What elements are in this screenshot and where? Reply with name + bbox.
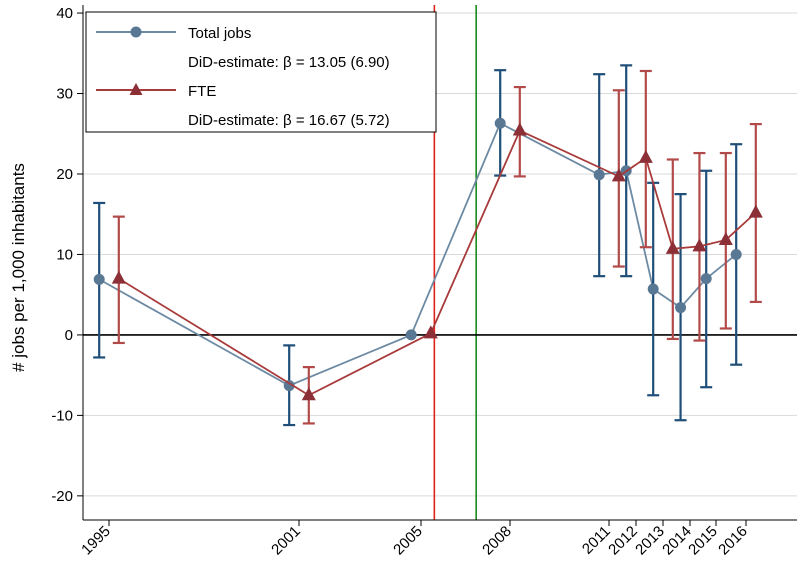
x-tick-label: 2013 [632,523,668,559]
data-point [730,248,742,260]
series-fte [111,69,763,425]
data-point [718,231,733,245]
legend-fte-estimate: DiD-estimate: β = 16.67 (5.72) [188,112,390,129]
data-point [647,283,659,295]
legend: Total jobs DiD-estimate: β = 13.05 (6.90… [85,11,437,133]
x-tick-label: 2001 [268,523,304,559]
y-tick-label: 20 [56,166,73,183]
data-point [93,273,105,285]
series-layer [93,64,763,427]
data-point [405,329,417,341]
data-point [700,273,712,285]
x-tick-label: 1995 [78,523,114,559]
series-line [118,129,757,397]
x-tick-label: 2005 [390,523,426,559]
legend-total-jobs-label: Total jobs [188,25,251,42]
x-tick-label: 2015 [685,523,721,559]
data-point [494,117,506,129]
data-point [423,325,438,339]
data-point [611,168,626,182]
y-axis-label: # jobs per 1,000 inhabitants [9,163,28,372]
legend-total-jobs-estimate: DiD-estimate: β = 13.05 (6.90) [188,54,390,71]
y-tick-label: -20 [51,488,73,505]
legend-fte-marker [129,83,143,95]
x-tick-label: 2011 [579,523,614,558]
x-tick-label: 2008 [479,523,515,559]
data-point [675,302,687,314]
series-total-jobs [93,64,743,427]
x-tick-label: 2012 [605,523,641,559]
data-point [512,122,527,136]
data-point [665,240,680,254]
data-point [748,204,763,218]
y-tick-label: 10 [56,246,73,263]
legend-fte-label: FTE [188,83,216,100]
data-point [301,387,316,401]
x-tick-label: 2014 [659,523,695,559]
y-tick-label: 30 [56,86,73,103]
legend-total-jobs-marker [130,26,142,38]
data-point [283,380,295,392]
data-point [593,169,605,181]
y-tick-label: 40 [56,5,73,22]
data-point [692,238,707,252]
y-tick-label: 0 [65,327,73,344]
x-tick-label: 2016 [715,523,751,559]
data-point [111,270,126,284]
y-tick-label: -10 [51,407,73,424]
reference-lines [433,5,477,520]
data-point [638,149,653,163]
